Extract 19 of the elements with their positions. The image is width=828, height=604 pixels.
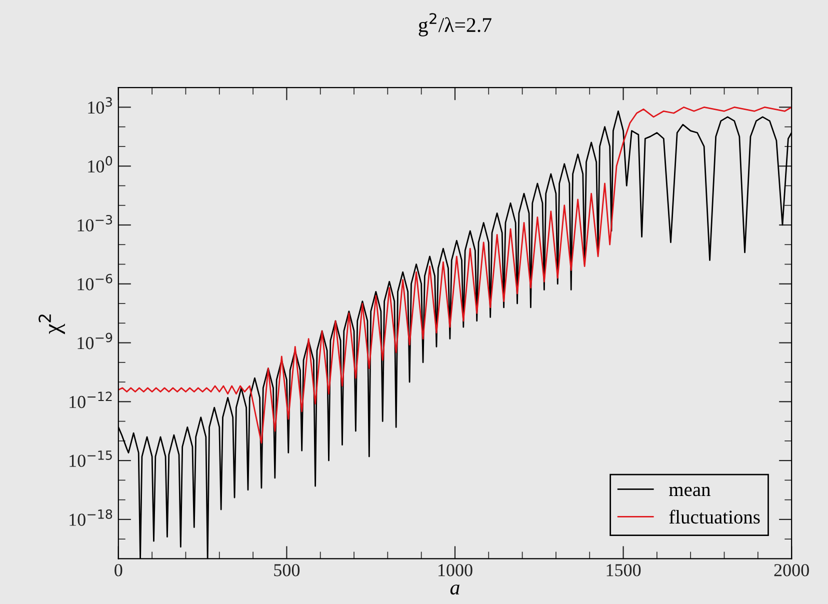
x-tick-label: 2000 bbox=[774, 564, 809, 576]
legend-label: mean bbox=[669, 486, 710, 496]
chart-title: g$^{2}$/λ=2.7 bbox=[418, 13, 492, 36]
y-tick-label: 10$^{−15}$ bbox=[70, 450, 112, 467]
legend-label: fluctuations bbox=[669, 510, 760, 524]
y-tick-label: 10$^{0}$ bbox=[88, 156, 112, 173]
x-tick-label: 0 bbox=[114, 564, 122, 576]
y-tick-label: 10$^{−3}$ bbox=[78, 214, 112, 232]
y-tick-label: 10$^{3}$ bbox=[88, 97, 112, 114]
x-tick-label: 1000 bbox=[438, 564, 472, 576]
y-tick-label: 10$^{−12}$ bbox=[70, 392, 112, 408]
y-tick-label: 10$^{−18}$ bbox=[70, 509, 112, 526]
y-axis-title: χ$^{2}$ bbox=[38, 314, 65, 334]
x-tick-label: 500 bbox=[274, 564, 300, 576]
x-axis-title: a bbox=[450, 584, 460, 595]
x-tick-label: 1500 bbox=[606, 564, 641, 576]
y-tick-label: 10$^{−6}$ bbox=[78, 274, 112, 290]
y-tick-label: 10$^{−9}$ bbox=[78, 332, 112, 350]
line-series bbox=[118, 106, 792, 444]
